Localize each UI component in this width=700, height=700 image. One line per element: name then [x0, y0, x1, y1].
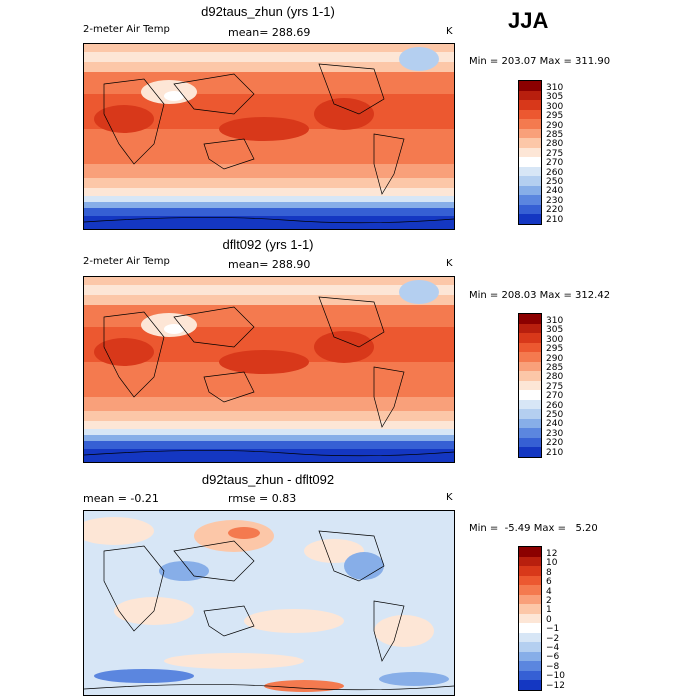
cbar-label: 300 — [546, 101, 564, 112]
cbar-label: 230 — [546, 195, 564, 206]
cbar-label: 210 — [546, 447, 564, 458]
cbar-label: 210 — [546, 214, 564, 225]
panel-2-map — [83, 276, 455, 463]
panel-2-minmax: Min = 208.03 Max = 312.42 — [469, 290, 611, 301]
cbar-label: 285 — [546, 130, 564, 141]
cbar-label: 8 — [546, 567, 552, 578]
panel-1-units: K — [446, 26, 453, 37]
panel-1-colorbar-labels: 310 305 300 295 290 285 280 275 270 260 … — [546, 83, 564, 225]
panel-2-title: dflt092 (yrs 1-1) — [222, 237, 314, 252]
cbar-label: −1 — [546, 624, 560, 635]
panel-2-mean: mean= 288.90 — [228, 258, 311, 271]
cbar-label: 1 — [546, 605, 552, 616]
panel-3-units: K — [446, 492, 453, 503]
cbar-label: 310 — [546, 316, 564, 326]
cbar-label: 290 — [546, 353, 564, 364]
panel-2-colorbar-labels: 310 305 300 295 290 285 280 275 270 260 … — [546, 316, 564, 458]
cbar-label: 305 — [546, 325, 564, 336]
panel-1-mean: mean= 288.69 — [228, 26, 311, 39]
cbar-label: −2 — [546, 633, 560, 644]
panel-3-minmax: Min = -5.49 Max = 5.20 — [469, 523, 598, 534]
cbar-label: 285 — [546, 363, 564, 374]
panel-1-map-graphic — [84, 44, 454, 229]
cbar-label: 300 — [546, 334, 564, 345]
cbar-label: 2 — [546, 596, 552, 607]
cbar-label: 0 — [546, 614, 552, 625]
panel-1-variable-label: 2-meter Air Temp — [83, 24, 170, 35]
cbar-label: 275 — [546, 148, 564, 159]
panel-3-map — [83, 510, 455, 696]
cbar-label: 240 — [546, 186, 564, 197]
cbar-label: 295 — [546, 344, 564, 355]
season-label: JJA — [508, 8, 549, 33]
panel-3-mean: mean = -0.21 — [83, 492, 159, 505]
cbar-label: 220 — [546, 205, 564, 216]
cbar-label: 6 — [546, 577, 552, 588]
panel-3-colorbar — [518, 546, 542, 691]
cbar-label: 270 — [546, 158, 564, 169]
cbar-label: 280 — [546, 372, 564, 383]
cbar-label: 10 — [546, 558, 558, 569]
panel-2-colorbar — [518, 313, 542, 458]
panel-2-units: K — [446, 258, 453, 269]
cbar-label: −6 — [546, 652, 560, 663]
cbar-label: 270 — [546, 391, 564, 402]
cbar-label: −10 — [546, 671, 565, 682]
cbar-label: −8 — [546, 661, 560, 672]
cbar-label: 305 — [546, 92, 564, 103]
panel-1-map — [83, 43, 455, 230]
panel-1-title: d92taus_zhun (yrs 1-1) — [201, 4, 335, 19]
cbar-label: 275 — [546, 381, 564, 392]
cbar-label: 230 — [546, 428, 564, 439]
panel-3-colorbar-labels: 12 10 8 6 4 2 1 0 −1 −2 −4 −6 −8 −10 −12 — [546, 549, 565, 691]
cbar-label: 250 — [546, 410, 564, 421]
cbar-label: −12 — [546, 680, 565, 691]
panel-2-map-graphic — [84, 277, 454, 462]
cbar-label: 310 — [546, 83, 564, 93]
cbar-label: −4 — [546, 643, 560, 654]
cbar-label: 4 — [546, 586, 552, 597]
panel-3-map-graphic — [84, 511, 454, 695]
cbar-label: 290 — [546, 120, 564, 131]
cbar-label: 260 — [546, 400, 564, 411]
panel-3-title: d92taus_zhun - dflt092 — [201, 472, 335, 487]
panel-1-colorbar — [518, 80, 542, 225]
panel-3-rmse: rmse = 0.83 — [228, 492, 297, 505]
panel-1-minmax: Min = 203.07 Max = 311.90 — [469, 56, 611, 67]
cbar-label: 240 — [546, 419, 564, 430]
cbar-label: 260 — [546, 167, 564, 178]
panel-2-variable-label: 2-meter Air Temp — [83, 256, 170, 267]
cbar-label: 295 — [546, 111, 564, 122]
cbar-label: 250 — [546, 177, 564, 188]
cbar-label: 280 — [546, 139, 564, 150]
cbar-label: 220 — [546, 438, 564, 449]
cbar-label: 12 — [546, 549, 558, 559]
